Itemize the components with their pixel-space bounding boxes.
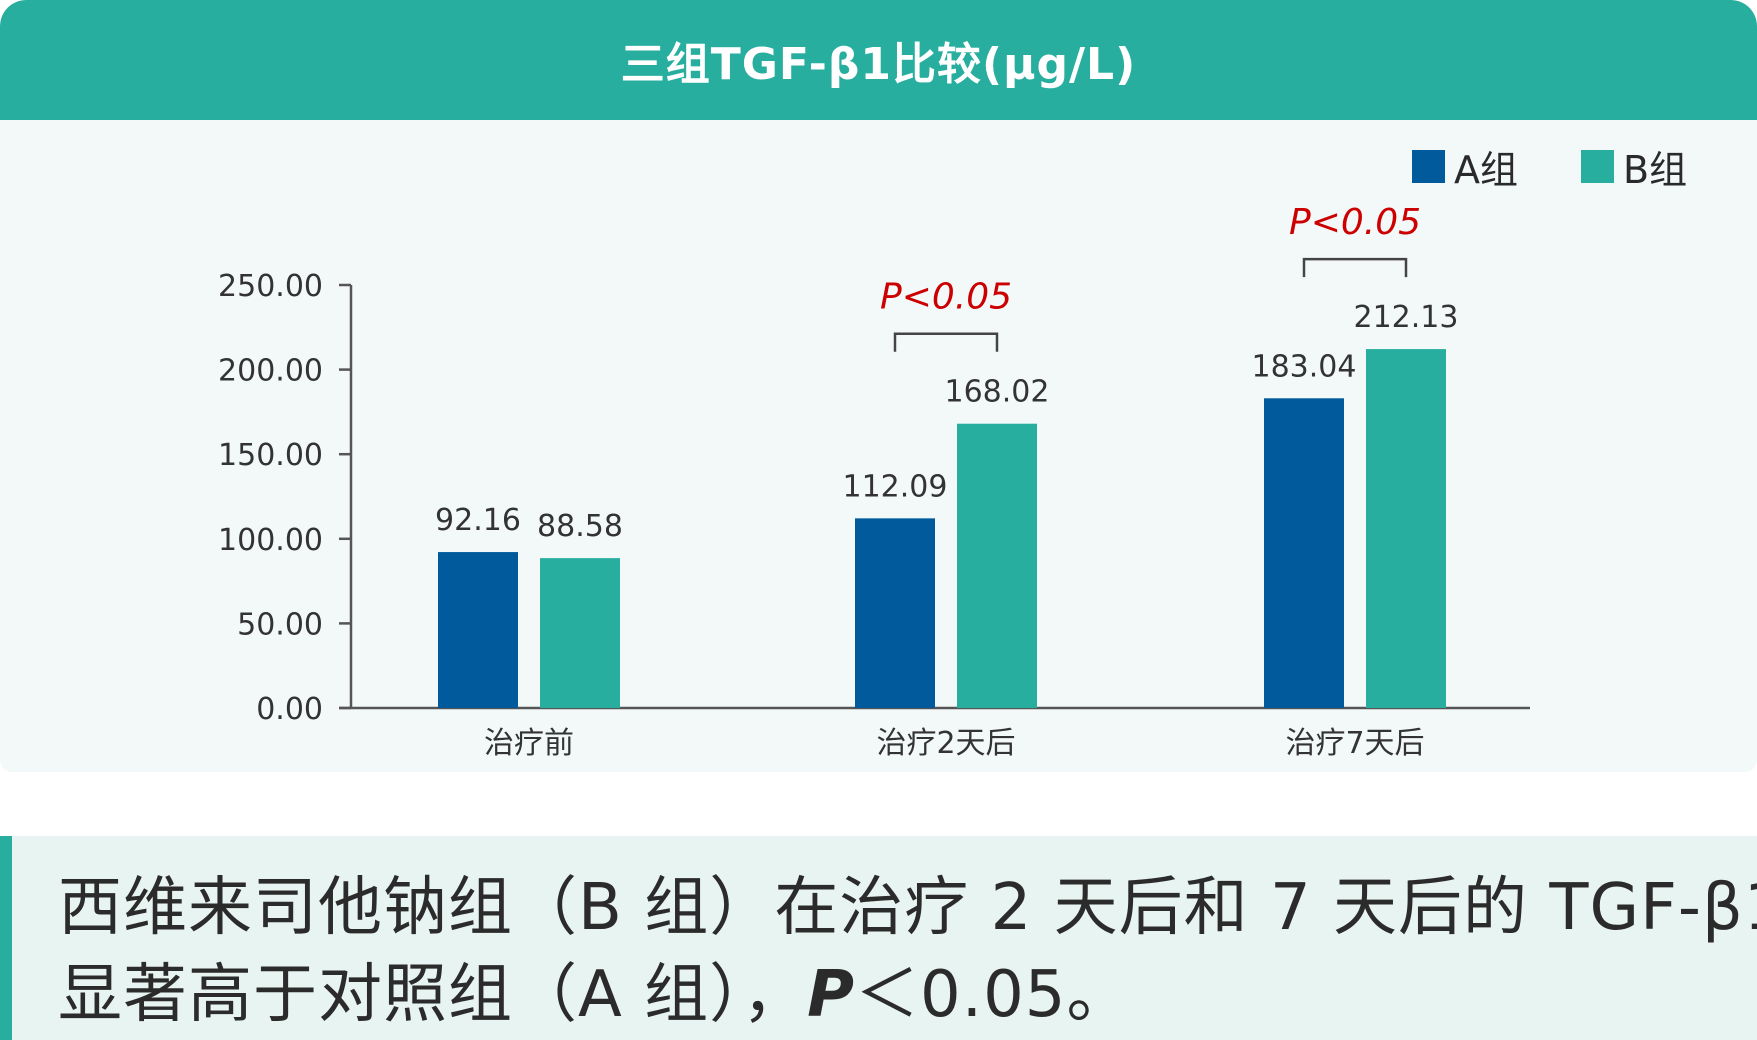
bar-a xyxy=(1264,398,1344,708)
significance-label: P<0.05 xyxy=(1289,202,1421,243)
bar-b xyxy=(1366,349,1446,708)
legend-label-a: A组 xyxy=(1454,147,1518,192)
legend-item-a: A组 xyxy=(1412,143,1518,192)
x-tick-label: 治疗前 xyxy=(484,726,574,761)
conclusion-caption: 西维来司他钠组（B 组）在治疗 2 天后和 7 天后的 TGF-β1 显著高于对… xyxy=(0,836,1757,1040)
x-tick-label: 治疗7天后 xyxy=(1285,726,1424,761)
caption-line-1: 西维来司他钠组（B 组）在治疗 2 天后和 7 天后的 TGF-β1 xyxy=(58,871,1757,945)
caption-p-value: ＜0.05。 xyxy=(855,958,1132,1032)
bar-a xyxy=(855,518,935,708)
data-label: 88.58 xyxy=(537,509,623,544)
significance-label: P<0.05 xyxy=(880,277,1012,318)
legend-item-b: B组 xyxy=(1581,143,1687,192)
legend-swatch-b xyxy=(1581,149,1614,183)
chart-header: 三组TGF-β1比较(μg/L) xyxy=(0,0,1757,120)
data-label: 168.02 xyxy=(945,375,1050,410)
x-tick-label: 治疗2天后 xyxy=(876,726,1015,761)
data-label: 212.13 xyxy=(1354,300,1459,335)
chart-card: 三组TGF-β1比较(μg/L) 0.00 50.00 100.00 150.00 20… xyxy=(0,0,1757,772)
data-label: 92.16 xyxy=(435,503,521,538)
significance-bracket xyxy=(1302,257,1408,278)
caption-p-value-symbol: P xyxy=(807,958,856,1032)
legend-swatch-a xyxy=(1412,149,1445,183)
y-tick-label: 250.00 xyxy=(218,269,323,304)
y-tick-label: 0.00 xyxy=(256,692,323,727)
legend-label-b: B组 xyxy=(1623,147,1688,192)
y-tick-label: 100.00 xyxy=(218,523,323,558)
y-tick-label: 200.00 xyxy=(218,354,323,389)
bar-a xyxy=(438,552,518,708)
caption-line-2: 显著高于对照组（A 组），P＜0.05。 xyxy=(58,943,1132,1035)
data-label: 112.09 xyxy=(843,469,948,504)
significance-bracket xyxy=(893,332,999,352)
chart-title: 三组TGF-β1比较(μg/L) xyxy=(620,39,1137,90)
caption-line-2-text: 显著高于对照组（A 组）， xyxy=(58,958,808,1032)
bar-b xyxy=(957,423,1037,708)
data-label: 183.04 xyxy=(1252,349,1357,384)
y-tick-label: 50.00 xyxy=(237,607,323,642)
bar-b xyxy=(540,558,620,708)
y-tick-label: 150.00 xyxy=(218,438,323,473)
bar-chart: 0.00 50.00 100.00 150.00 200.00 250.00 92.16 88… xyxy=(218,202,1530,761)
